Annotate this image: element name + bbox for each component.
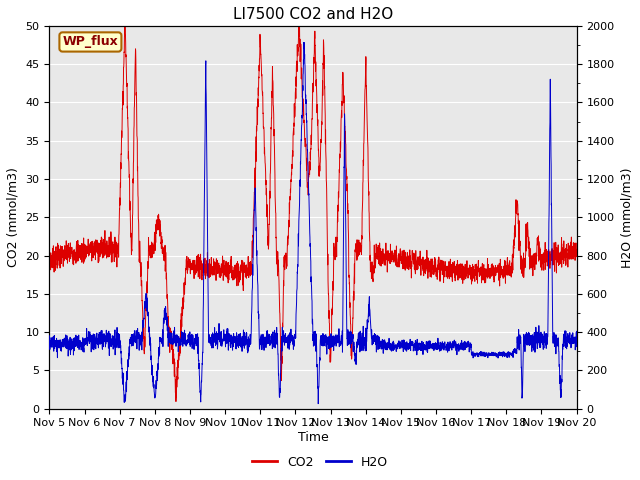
X-axis label: Time: Time: [298, 431, 328, 444]
Y-axis label: H2O (mmol/m3): H2O (mmol/m3): [620, 167, 633, 267]
Text: WP_flux: WP_flux: [63, 36, 118, 48]
Y-axis label: CO2 (mmol/m3): CO2 (mmol/m3): [7, 168, 20, 267]
Legend: CO2, H2O: CO2, H2O: [247, 451, 393, 474]
Title: LI7500 CO2 and H2O: LI7500 CO2 and H2O: [233, 7, 393, 22]
